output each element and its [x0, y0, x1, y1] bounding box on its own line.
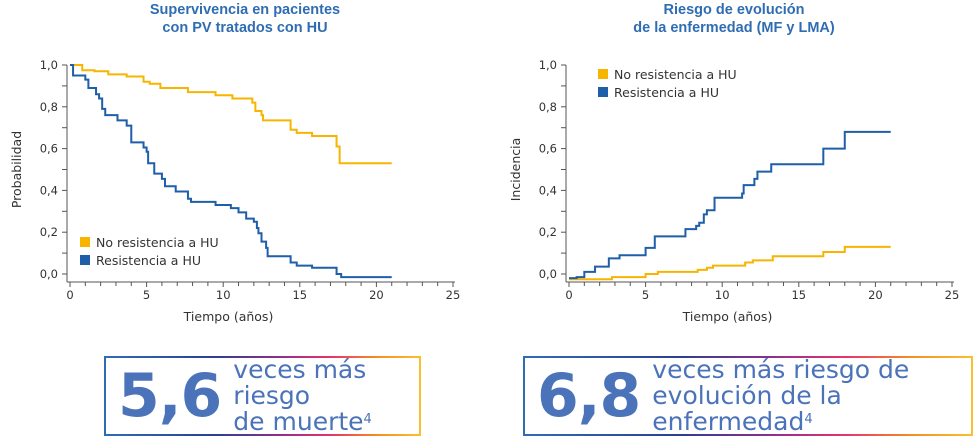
progression-chart-panel: Riesgo de evolución de la enfermedad (MF… — [490, 0, 978, 340]
legend-label: No resistencia a HU — [614, 67, 737, 82]
y-axis-label: Probabilidad — [9, 131, 24, 208]
legend-label: Resistencia a HU — [614, 85, 719, 100]
legend-swatch-icon — [80, 237, 90, 247]
y-tick-label: 0,4 — [539, 183, 557, 197]
y-tick-label: 1,0 — [40, 58, 58, 72]
survival-chart: 0,0 0,2 0,4 0,6 0,8 1,0 0 5 10 15 20 25 Tiempo (años… — [9, 58, 461, 324]
x-tick-label: 20 — [369, 288, 384, 302]
risk-multiplier: 5,6 — [118, 361, 222, 431]
x-axis-label: Tiempo (años) — [183, 309, 274, 324]
progression-risk-callout: 6,8 veces más riesgo de evolución de la … — [523, 356, 973, 436]
no-resistance-curve — [70, 64, 392, 165]
legend-label: Resistencia a HU — [96, 253, 201, 268]
progression-chart: 0,0 0,2 0,4 0,6 0,8 1,0 0 5 10 15 20 25 Tiempo (años… — [508, 58, 960, 324]
callout-line-2-text: evolución de la enfermedad — [652, 381, 842, 436]
footnote-ref: 4 — [363, 412, 372, 427]
legend-swatch-icon — [80, 255, 90, 265]
y-tick-label: 0,2 — [40, 225, 58, 239]
y-tick-label: 0,4 — [40, 183, 58, 197]
death-risk-callout: 5,6 veces más riesgo de muerte4 — [104, 356, 421, 436]
y-tick-label: 0,8 — [40, 100, 58, 114]
y-tick-label: 0,6 — [539, 142, 557, 156]
y-tick-label: 0,0 — [539, 267, 557, 281]
x-tick-label: 5 — [642, 288, 649, 302]
y-tick-label: 0,0 — [40, 267, 58, 281]
callout-line-1: veces más riesgo — [233, 355, 367, 410]
resistance-curve — [569, 130, 891, 280]
x-tick-label: 15 — [791, 288, 806, 302]
x-tick-label: 25 — [945, 288, 960, 302]
x-tick-label: 0 — [66, 288, 73, 302]
survival-chart-panel: Supervivencia en pacientes con PV tratad… — [0, 0, 490, 340]
y-tick-label: 0,2 — [539, 225, 557, 239]
x-tick-label: 20 — [868, 288, 883, 302]
legend-swatch-icon — [598, 69, 608, 79]
x-tick-label: 25 — [446, 288, 461, 302]
callout-line-2: evolución de la enfermedad4 — [652, 383, 973, 435]
x-tick-label: 5 — [143, 288, 150, 302]
x-axis-label: Tiempo (años) — [682, 309, 773, 324]
footnote-ref: 4 — [804, 412, 813, 427]
x-tick-label: 10 — [216, 288, 231, 302]
y-tick-label: 0,6 — [40, 142, 58, 156]
resistance-curve — [70, 64, 392, 279]
y-axis-label: Incidencia — [508, 138, 523, 202]
legend-swatch-icon — [598, 87, 608, 97]
y-tick-label: 1,0 — [539, 58, 557, 72]
callout-line-2-text: de muerte — [233, 407, 364, 436]
callout-text: veces más riesgo de muerte4 — [233, 357, 421, 435]
x-tick-label: 15 — [292, 288, 307, 302]
callout-line-2: de muerte4 — [233, 409, 421, 435]
callout-text: veces más riesgo de evolución de la enfe… — [652, 357, 973, 435]
legend-label: No resistencia a HU — [96, 235, 219, 250]
x-tick-label: 0 — [565, 288, 572, 302]
x-tick-label: 10 — [715, 288, 730, 302]
chart-title: Riesgo de evolución de la enfermedad (MF… — [633, 2, 835, 36]
y-tick-label: 0,8 — [539, 100, 557, 114]
no-resistance-curve — [569, 245, 891, 281]
chart-title: Supervivencia en pacientes con PV tratad… — [149, 2, 341, 36]
risk-multiplier: 6,8 — [537, 361, 641, 431]
callout-line-1: veces más riesgo de — [652, 355, 910, 384]
